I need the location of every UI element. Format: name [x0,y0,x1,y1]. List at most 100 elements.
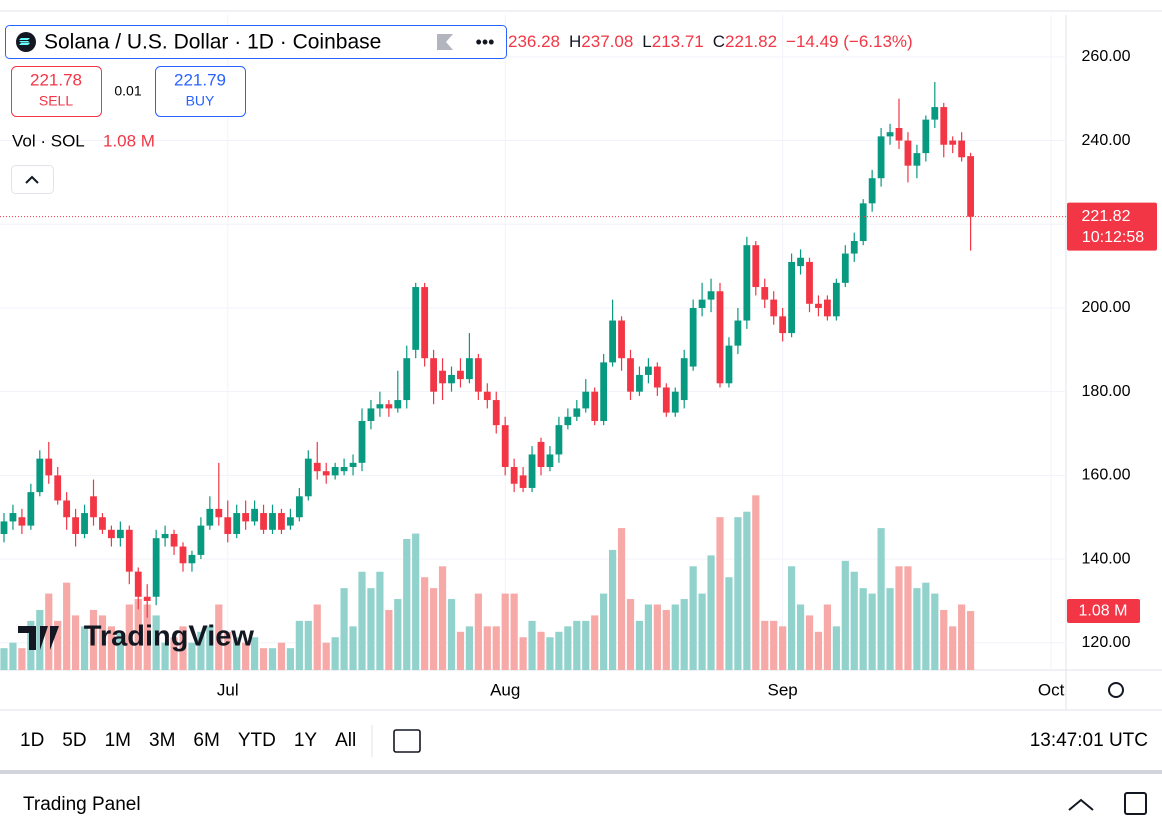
volume-bar [331,637,339,670]
candle-body [27,492,35,526]
candle-body [716,291,724,384]
candle-body [725,345,733,384]
volume-bar [528,620,536,670]
sell-label: SELL [39,93,73,109]
volume-bar [680,599,688,670]
candle-body [904,140,912,166]
candle-body [116,529,124,539]
range-button[interactable]: 6M [193,730,219,751]
volume-bar [788,566,796,670]
candle-body [376,404,384,409]
volume-bar [617,528,626,670]
volume-bar [72,615,80,670]
range-button[interactable]: 1M [105,730,131,751]
low-value: 213.71 [652,32,704,51]
volume-bar [295,620,303,670]
candle-body [54,475,62,501]
candle-body [269,513,276,530]
candle-body [322,471,330,476]
volume-bar [707,555,715,670]
volume-bar [492,626,500,670]
volume-bar [242,642,250,670]
more-icon[interactable]: ••• [476,32,495,52]
range-button[interactable]: 1D [20,730,44,751]
candle-body [278,513,285,530]
candle-body [832,282,840,317]
candle-body [9,513,17,522]
expand-icon[interactable] [1068,798,1094,811]
candle-body [770,299,778,317]
range-button[interactable]: All [335,730,356,751]
sell-price: 221.78 [30,70,82,89]
volume-bar [197,631,205,670]
volume-bar [698,593,706,670]
candle-body [125,529,133,572]
volume-bar [80,626,89,670]
candle-body [197,525,205,555]
maximize-icon[interactable] [1124,792,1147,815]
candle-body [36,458,44,493]
flag-icon[interactable] [437,34,453,50]
candle-body [689,307,697,367]
volume-bar [358,571,366,670]
candle-body [609,320,616,363]
candle-body [72,517,79,534]
range-button[interactable]: YTD [238,730,276,751]
candle-body [313,462,321,472]
collapse-button[interactable] [11,165,54,194]
candle-body [743,245,751,321]
candle-body [967,156,974,217]
date-range-icon[interactable] [393,729,421,753]
volume-bar [251,637,259,670]
volume-bar [340,588,348,670]
candle-body [224,517,232,534]
buy-label: BUY [186,93,215,109]
y-tick-label: 240.00 [1082,132,1131,149]
trading-panel[interactable]: Trading Panel [23,794,141,815]
volume-value: 1.08 M [103,131,155,150]
candle-body [331,467,339,476]
volume-bar [322,642,330,670]
ohlc: 236.28 H237.08 L213.71 C221.82 −14.49 (−6.13… [508,32,913,51]
candle-body [81,513,88,534]
volume-bar [474,593,482,670]
close-value: 221.82 [725,32,777,51]
volume-bar [349,626,357,670]
volume-bar [716,517,724,670]
range-button[interactable]: 3M [149,730,175,751]
settings-icon[interactable] [1108,682,1124,698]
volume-bar [600,593,608,670]
range-button[interactable]: 5D [62,730,86,751]
candle-body [63,500,71,518]
candle-body [519,475,527,488]
candle-body [466,358,473,380]
volume-bar [134,599,142,670]
candle-body [528,454,536,488]
volume-bar [967,611,975,670]
sell-button[interactable] [11,66,102,117]
volume-bar [376,571,384,670]
volume-bar [0,648,8,670]
volume-bar [922,582,930,670]
volume-bar [779,626,787,670]
volume-bar [868,593,876,670]
candle-body [546,454,554,468]
volume-bar [510,593,518,670]
volume-bar [671,604,679,670]
volume-bar [895,566,903,670]
x-tick-label: Aug [490,680,520,699]
candle-body [877,136,885,179]
high-letter: H [569,32,581,51]
candle-body [752,245,760,288]
candle-body [680,358,688,401]
volume-bar [36,609,44,670]
candle-body [671,391,679,413]
y-tick-label: 200.00 [1082,299,1131,316]
symbol-pill[interactable] [5,25,507,59]
range-button[interactable]: 1Y [294,730,318,751]
volume-bar [179,626,187,670]
candle-body [492,400,500,426]
candle-body [913,153,921,166]
buy-button[interactable] [155,66,246,117]
volume-bar [161,642,169,670]
